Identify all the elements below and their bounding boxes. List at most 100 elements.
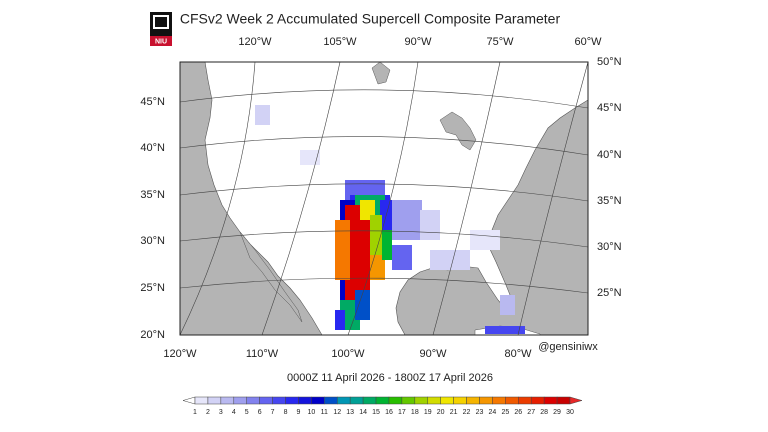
lat-label: 30°N (597, 241, 622, 253)
colorbar-swatch (336, 396, 351, 405)
lon-label: 90°W (404, 36, 432, 48)
colorbar-swatch (259, 396, 273, 405)
lat-label: 40°N (140, 142, 165, 154)
colorbar-label: 21 (450, 409, 458, 416)
heatmap (255, 105, 525, 334)
colorbar-swatch (556, 396, 571, 405)
colorbar-swatch (285, 396, 299, 405)
colorbar-label: 23 (476, 409, 484, 416)
colorbar-label: 30 (566, 409, 574, 416)
colorbar-label: 27 (527, 409, 535, 416)
colorbar-swatch (440, 396, 454, 405)
heat-cell (392, 245, 412, 270)
colorbar-swatch (401, 396, 416, 405)
colorbar-swatch (479, 396, 493, 405)
heat-cell (370, 215, 382, 255)
colorbar-label: 7 (271, 409, 275, 416)
map (179, 61, 589, 336)
heat-cell (335, 220, 350, 280)
colorbar-label: 1 (193, 409, 197, 416)
colorbar-swatch (324, 396, 338, 405)
lat-label: 45°N (140, 96, 165, 108)
colorbar-label: 5 (245, 409, 249, 416)
lat-label: 30°N (140, 235, 165, 247)
heat-cell (500, 295, 515, 315)
heat-cell (335, 310, 345, 330)
heat-cell (355, 290, 370, 320)
colorbar-label: 13 (346, 409, 354, 416)
colorbar-swatch (414, 396, 429, 405)
colorbar-label: 16 (385, 409, 393, 416)
lat-label: 35°N (597, 195, 622, 207)
logo-text: NIU (155, 38, 167, 45)
colorbar-label: 6 (258, 409, 262, 416)
colorbar-swatch (518, 396, 532, 405)
colorbar-swatch (349, 396, 364, 405)
lat-label: 25°N (597, 287, 622, 299)
colorbar-swatch (466, 396, 480, 405)
colorbar-label: 22 (463, 409, 471, 416)
lon-label: 105°W (323, 36, 357, 48)
colorbar-label: 26 (514, 409, 522, 416)
colorbar-swatch (530, 396, 545, 405)
colorbar-swatch (543, 396, 558, 405)
colorbar-label: 9 (296, 409, 300, 416)
colorbar-label: 4 (232, 409, 236, 416)
colorbar-swatch (375, 396, 390, 405)
colorbar-swatch (207, 396, 222, 405)
valid-period: 0000Z 11 April 2026 - 1800Z 17 April 202… (287, 372, 493, 384)
heat-cell (485, 326, 525, 334)
colorbar-swatch (220, 396, 235, 405)
lon-label: 75°W (486, 36, 514, 48)
colorbar-label: 2 (206, 409, 210, 416)
lat-label: 40°N (597, 149, 622, 161)
graticule (179, 61, 589, 336)
colorbar-swatch (246, 396, 260, 405)
colorbar-label: 11 (321, 409, 328, 416)
colorbar-swatch (362, 396, 377, 405)
lon-label: 120°W (163, 348, 197, 360)
colorbar-swatch (388, 396, 403, 405)
colorbar-label: 15 (372, 409, 380, 416)
colorbar-swatch (311, 396, 325, 405)
colorbar-swatch (505, 396, 519, 405)
credit: @gensiniwx (538, 341, 598, 353)
colorbar-label: 20 (437, 409, 445, 416)
colorbar-label: 25 (501, 409, 509, 416)
lat-label: 50°N (597, 56, 622, 68)
lat-label: 45°N (597, 102, 622, 114)
lon-label: 120°W (238, 36, 272, 48)
colorbar-label: 28 (540, 409, 548, 416)
lake-winnipeg (371, 61, 391, 85)
colorbar-swatch (492, 396, 506, 405)
colorbar-label: 12 (333, 409, 341, 416)
lon-label: 100°W (331, 348, 365, 360)
lat-label: 20°N (140, 329, 165, 341)
lon-label: 80°W (504, 348, 532, 360)
heat-cell (370, 255, 385, 280)
colorbar-label: 10 (307, 409, 315, 416)
lat-label: 25°N (140, 282, 165, 294)
lon-label: 90°W (419, 348, 447, 360)
colorbar-swatch (427, 396, 441, 405)
colorbar-swatch (272, 396, 286, 405)
heat-cell (430, 250, 470, 270)
logo: NIU (150, 12, 172, 46)
gulf-of-california (239, 231, 303, 323)
map-frame (179, 61, 589, 336)
lon-label: 110°W (246, 348, 279, 360)
colorbar-label: 17 (398, 409, 406, 416)
heat-cell (392, 200, 422, 240)
colorbar-label: 8 (284, 409, 288, 416)
lat-label: 35°N (140, 189, 165, 201)
heat-cell (470, 230, 500, 250)
lon-label: 60°W (574, 36, 602, 48)
heat-cell (420, 210, 440, 240)
colorbar-label: 14 (359, 409, 367, 416)
colorbar-swatch (453, 396, 467, 405)
map-title: CFSv2 Week 2 Accumulated Supercell Compo… (180, 11, 561, 27)
colorbar-label: 3 (219, 409, 223, 416)
colorbar-swatch (194, 396, 209, 405)
colorbar-label: 29 (553, 409, 561, 416)
